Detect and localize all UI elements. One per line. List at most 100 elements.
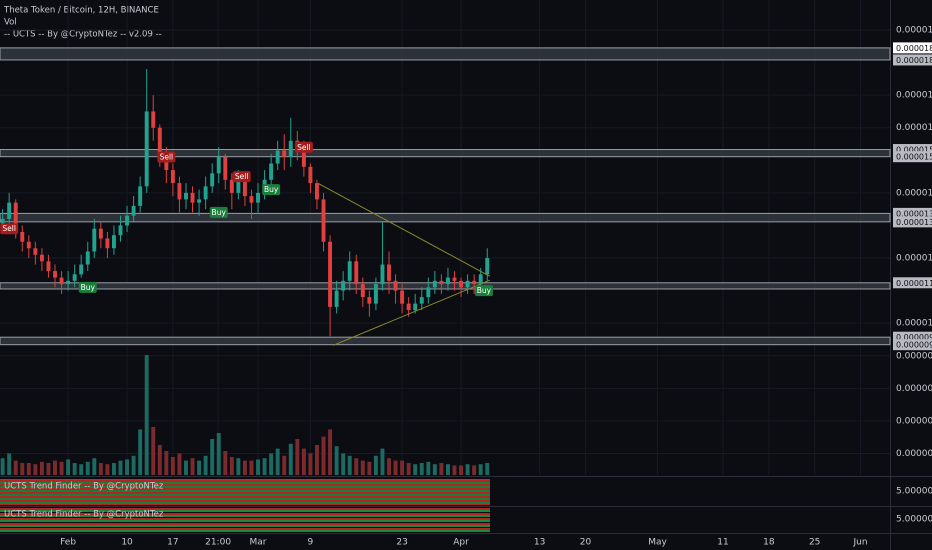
volume-bar bbox=[105, 464, 110, 475]
candle-body bbox=[203, 186, 208, 200]
candle-body bbox=[445, 277, 450, 285]
price-label-box bbox=[893, 331, 932, 343]
volume-bar bbox=[157, 445, 162, 475]
volume-bar bbox=[334, 446, 339, 475]
price-label-box bbox=[893, 207, 932, 219]
volume-bar bbox=[92, 458, 97, 475]
candle-body bbox=[387, 264, 391, 281]
pane-axis-label: 5.00000000 bbox=[896, 515, 932, 525]
volume-bar bbox=[367, 461, 372, 475]
volume-bar bbox=[282, 455, 287, 475]
volume-bar bbox=[413, 464, 418, 475]
volume-bar bbox=[459, 465, 464, 475]
candle-body bbox=[59, 277, 64, 285]
volume-bar bbox=[301, 448, 306, 475]
support-zone bbox=[0, 282, 891, 290]
candle-body bbox=[288, 140, 293, 158]
volume-bar bbox=[426, 461, 431, 475]
candle-body bbox=[328, 241, 333, 307]
pane-label: UCTS Trend Finder -- By @CryptoNTez bbox=[4, 482, 164, 492]
candle-body bbox=[177, 183, 182, 200]
signal-box bbox=[262, 184, 281, 196]
price-label-box bbox=[893, 54, 932, 66]
volume-bar bbox=[275, 448, 280, 475]
candle-body bbox=[347, 261, 352, 281]
volume-bar bbox=[72, 463, 77, 475]
candle-body bbox=[354, 261, 359, 285]
candle-body bbox=[393, 280, 398, 291]
candle-body bbox=[92, 228, 97, 252]
volume-bar bbox=[170, 457, 175, 475]
y-tick-label: 0.00001400 bbox=[896, 188, 932, 198]
volume-bar bbox=[66, 459, 71, 475]
candle-body bbox=[334, 290, 339, 307]
volume-bar bbox=[203, 455, 208, 475]
volume-bar bbox=[53, 460, 57, 475]
x-tick-label: 10 bbox=[121, 538, 133, 548]
candle-body bbox=[53, 271, 57, 278]
price-label-box bbox=[893, 339, 932, 351]
trendline bbox=[333, 279, 491, 346]
candle-body bbox=[380, 264, 385, 285]
volume-bar bbox=[131, 455, 136, 475]
candle-body bbox=[275, 150, 280, 164]
volume-bar bbox=[315, 445, 319, 475]
signal-label: Sell bbox=[235, 172, 249, 181]
volume-bar bbox=[118, 460, 123, 475]
candle-body bbox=[20, 231, 25, 242]
candle-body bbox=[406, 303, 411, 311]
candle-body bbox=[472, 280, 477, 285]
signal-box bbox=[209, 206, 228, 218]
volume-bar bbox=[445, 464, 450, 475]
volume-bar bbox=[39, 461, 44, 475]
volume-bar bbox=[262, 458, 267, 475]
pane-axis-label: 5.00000000 bbox=[896, 487, 932, 497]
x-tick-label: 23 bbox=[396, 538, 407, 548]
candle-body bbox=[111, 235, 116, 249]
x-tick-label: 18 bbox=[763, 538, 775, 548]
volume-bar bbox=[216, 433, 221, 475]
volume-bar bbox=[151, 427, 156, 475]
candle-body bbox=[197, 199, 202, 203]
volume-bar bbox=[478, 464, 483, 475]
volume-bar bbox=[380, 448, 385, 475]
volume-bar bbox=[360, 460, 365, 475]
price-label: 0.00001124 bbox=[896, 279, 932, 288]
trendline bbox=[318, 182, 491, 277]
candle-body bbox=[367, 297, 372, 304]
price-label: 0.00001511 bbox=[896, 153, 932, 162]
volume-bar bbox=[452, 465, 457, 475]
candle-body bbox=[478, 274, 483, 285]
candle-body bbox=[33, 248, 38, 255]
signal-label: Sell bbox=[2, 224, 16, 233]
volume-bar bbox=[164, 451, 169, 475]
support-zone bbox=[0, 149, 891, 158]
price-label: 0.00001533 bbox=[896, 146, 932, 155]
candle-body bbox=[315, 183, 319, 200]
volume-bar bbox=[288, 443, 293, 475]
volume-bar bbox=[439, 463, 444, 475]
volume-label: Vol bbox=[4, 18, 17, 28]
volume-bar bbox=[184, 460, 188, 475]
candle-body bbox=[7, 202, 12, 219]
candle-body bbox=[256, 192, 260, 203]
candle-body bbox=[373, 284, 378, 304]
candle-body bbox=[131, 205, 136, 216]
signal-label: Sell bbox=[297, 143, 311, 152]
volume-bar bbox=[249, 460, 254, 475]
support-zone bbox=[0, 47, 891, 61]
x-tick-label: 13 bbox=[534, 538, 545, 548]
candle-body bbox=[157, 127, 162, 154]
candle-body bbox=[13, 202, 18, 232]
candle-body bbox=[360, 284, 365, 298]
volume-bar bbox=[197, 460, 202, 475]
candle-body bbox=[400, 290, 405, 304]
candle-body bbox=[341, 280, 346, 291]
volume-bar bbox=[125, 459, 130, 475]
volume-bar bbox=[190, 458, 195, 475]
candle-body bbox=[85, 251, 90, 265]
x-tick-label: 25 bbox=[809, 538, 820, 548]
candle-body bbox=[184, 192, 188, 200]
y-tick-label: 0.00001900 bbox=[896, 25, 932, 35]
volume-bar bbox=[223, 451, 228, 475]
